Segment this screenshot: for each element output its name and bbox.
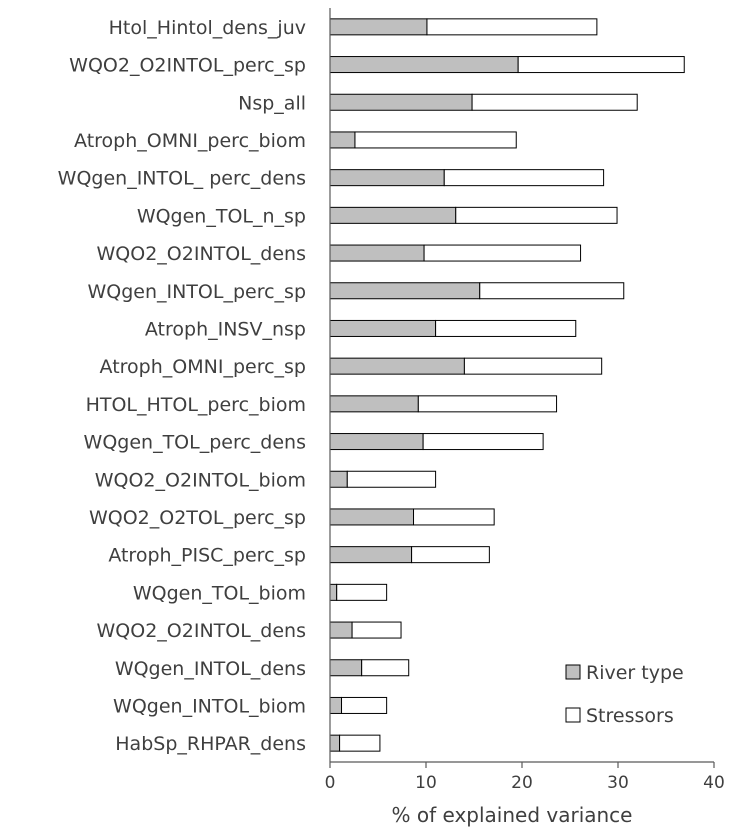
bar-segment-stressors bbox=[479, 282, 625, 300]
x-axis-ticks: 0 10 20 30 40 bbox=[325, 762, 725, 793]
bar-segment-stressors bbox=[336, 583, 388, 601]
legend-swatch-river-type bbox=[565, 664, 581, 680]
x-tick-label: 40 bbox=[703, 773, 725, 793]
bar-segment-river-type bbox=[329, 508, 415, 526]
category-label: WQgen_TOL_biom bbox=[133, 582, 306, 604]
bar-segment-river-type bbox=[329, 470, 348, 488]
bar-segment-river-type bbox=[329, 583, 338, 601]
bar-segment-stressors bbox=[417, 395, 558, 413]
category-label: Atroph_OMNI_perc_sp bbox=[100, 356, 306, 378]
bar-segment-stressors bbox=[411, 546, 490, 564]
x-tick-label: 20 bbox=[511, 773, 533, 793]
category-label: WQgen_INTOL_dens bbox=[115, 658, 306, 680]
bar-segment-river-type bbox=[329, 169, 445, 187]
bar-segment-river-type bbox=[329, 206, 457, 224]
bar-segment-stressors bbox=[339, 734, 381, 752]
x-axis-title: % of explained variance bbox=[392, 803, 633, 827]
bar-segment-river-type bbox=[329, 546, 413, 564]
category-label: WQO2_O2INTOL_biom bbox=[95, 469, 306, 491]
bar-segment-stressors bbox=[435, 319, 577, 337]
bar-segment-river-type bbox=[329, 621, 353, 639]
x-tick-label: 0 bbox=[325, 773, 336, 793]
category-label: WQgen_TOL_n_sp bbox=[137, 205, 306, 227]
legend-label-stressors: Stressors bbox=[586, 705, 674, 727]
bar-segment-river-type bbox=[329, 659, 363, 677]
bar-segment-stressors bbox=[351, 621, 402, 639]
category-label: WQO2_O2INTOL_perc_sp bbox=[69, 55, 306, 77]
bar-segment-stressors bbox=[354, 131, 517, 149]
bar-segment-stressors bbox=[346, 470, 437, 488]
bar-segment-river-type bbox=[329, 696, 343, 714]
bar-segment-river-type bbox=[329, 131, 356, 149]
bar-segment-river-type bbox=[329, 395, 419, 413]
bar-segment-stressors bbox=[341, 696, 388, 714]
bars-group bbox=[329, 18, 685, 752]
bar-segment-river-type bbox=[329, 282, 481, 300]
category-label: WQgen_INTOL_biom bbox=[113, 695, 306, 717]
bar-segment-river-type bbox=[329, 93, 473, 111]
bar-segment-river-type bbox=[329, 18, 428, 36]
category-label: HTOL_HTOL_perc_biom bbox=[86, 394, 306, 416]
bar-segment-river-type bbox=[329, 244, 425, 262]
bar-segment-stressors bbox=[455, 206, 618, 224]
category-label: Nsp_all bbox=[238, 92, 306, 114]
category-labels: Htol_Hintol_dens_juv WQO2_O2INTOL_perc_sp… bbox=[58, 17, 306, 755]
category-label: Atroph_OMNI_perc_biom bbox=[74, 130, 306, 152]
bar-segment-stressors bbox=[422, 433, 544, 451]
bar-segment-stressors bbox=[463, 357, 603, 375]
bar-segment-river-type bbox=[329, 734, 341, 752]
bar-segment-stressors bbox=[517, 56, 685, 74]
legend-label-river-type: River type bbox=[586, 662, 684, 684]
bar-segment-stressors bbox=[361, 659, 410, 677]
category-label: WQO2_O2INTOL_dens bbox=[97, 620, 306, 642]
category-label: Atroph_PISC_perc_sp bbox=[108, 545, 306, 567]
category-label: WQO2_O2INTOL_dens bbox=[97, 243, 306, 265]
legend-swatch-stressors bbox=[565, 707, 581, 723]
category-label: Htol_Hintol_dens_juv bbox=[109, 17, 306, 39]
bar-segment-stressors bbox=[423, 244, 582, 262]
bar-segment-stressors bbox=[443, 169, 605, 187]
category-label: WQO2_O2TOL_perc_sp bbox=[89, 507, 306, 529]
bar-segment-stressors bbox=[413, 508, 495, 526]
bar-segment-river-type bbox=[329, 56, 519, 74]
category-label: Atroph_INSV_nsp bbox=[145, 318, 306, 340]
bar-segment-stressors bbox=[471, 93, 638, 111]
legend: River type Stressors bbox=[565, 662, 684, 727]
bar-segment-river-type bbox=[329, 319, 437, 337]
x-tick-label: 10 bbox=[415, 773, 437, 793]
category-label: WQgen_TOL_perc_dens bbox=[84, 432, 306, 454]
x-tick-label: 30 bbox=[607, 773, 629, 793]
bar-segment-river-type bbox=[329, 357, 465, 375]
category-label: WQgen_INTOL_ perc_dens bbox=[58, 168, 306, 190]
category-label: HabSp_RHPAR_dens bbox=[115, 733, 306, 755]
bar-segment-river-type bbox=[329, 433, 424, 451]
category-label: WQgen_INTOL_perc_sp bbox=[87, 281, 306, 303]
bar-segment-stressors bbox=[426, 18, 598, 36]
